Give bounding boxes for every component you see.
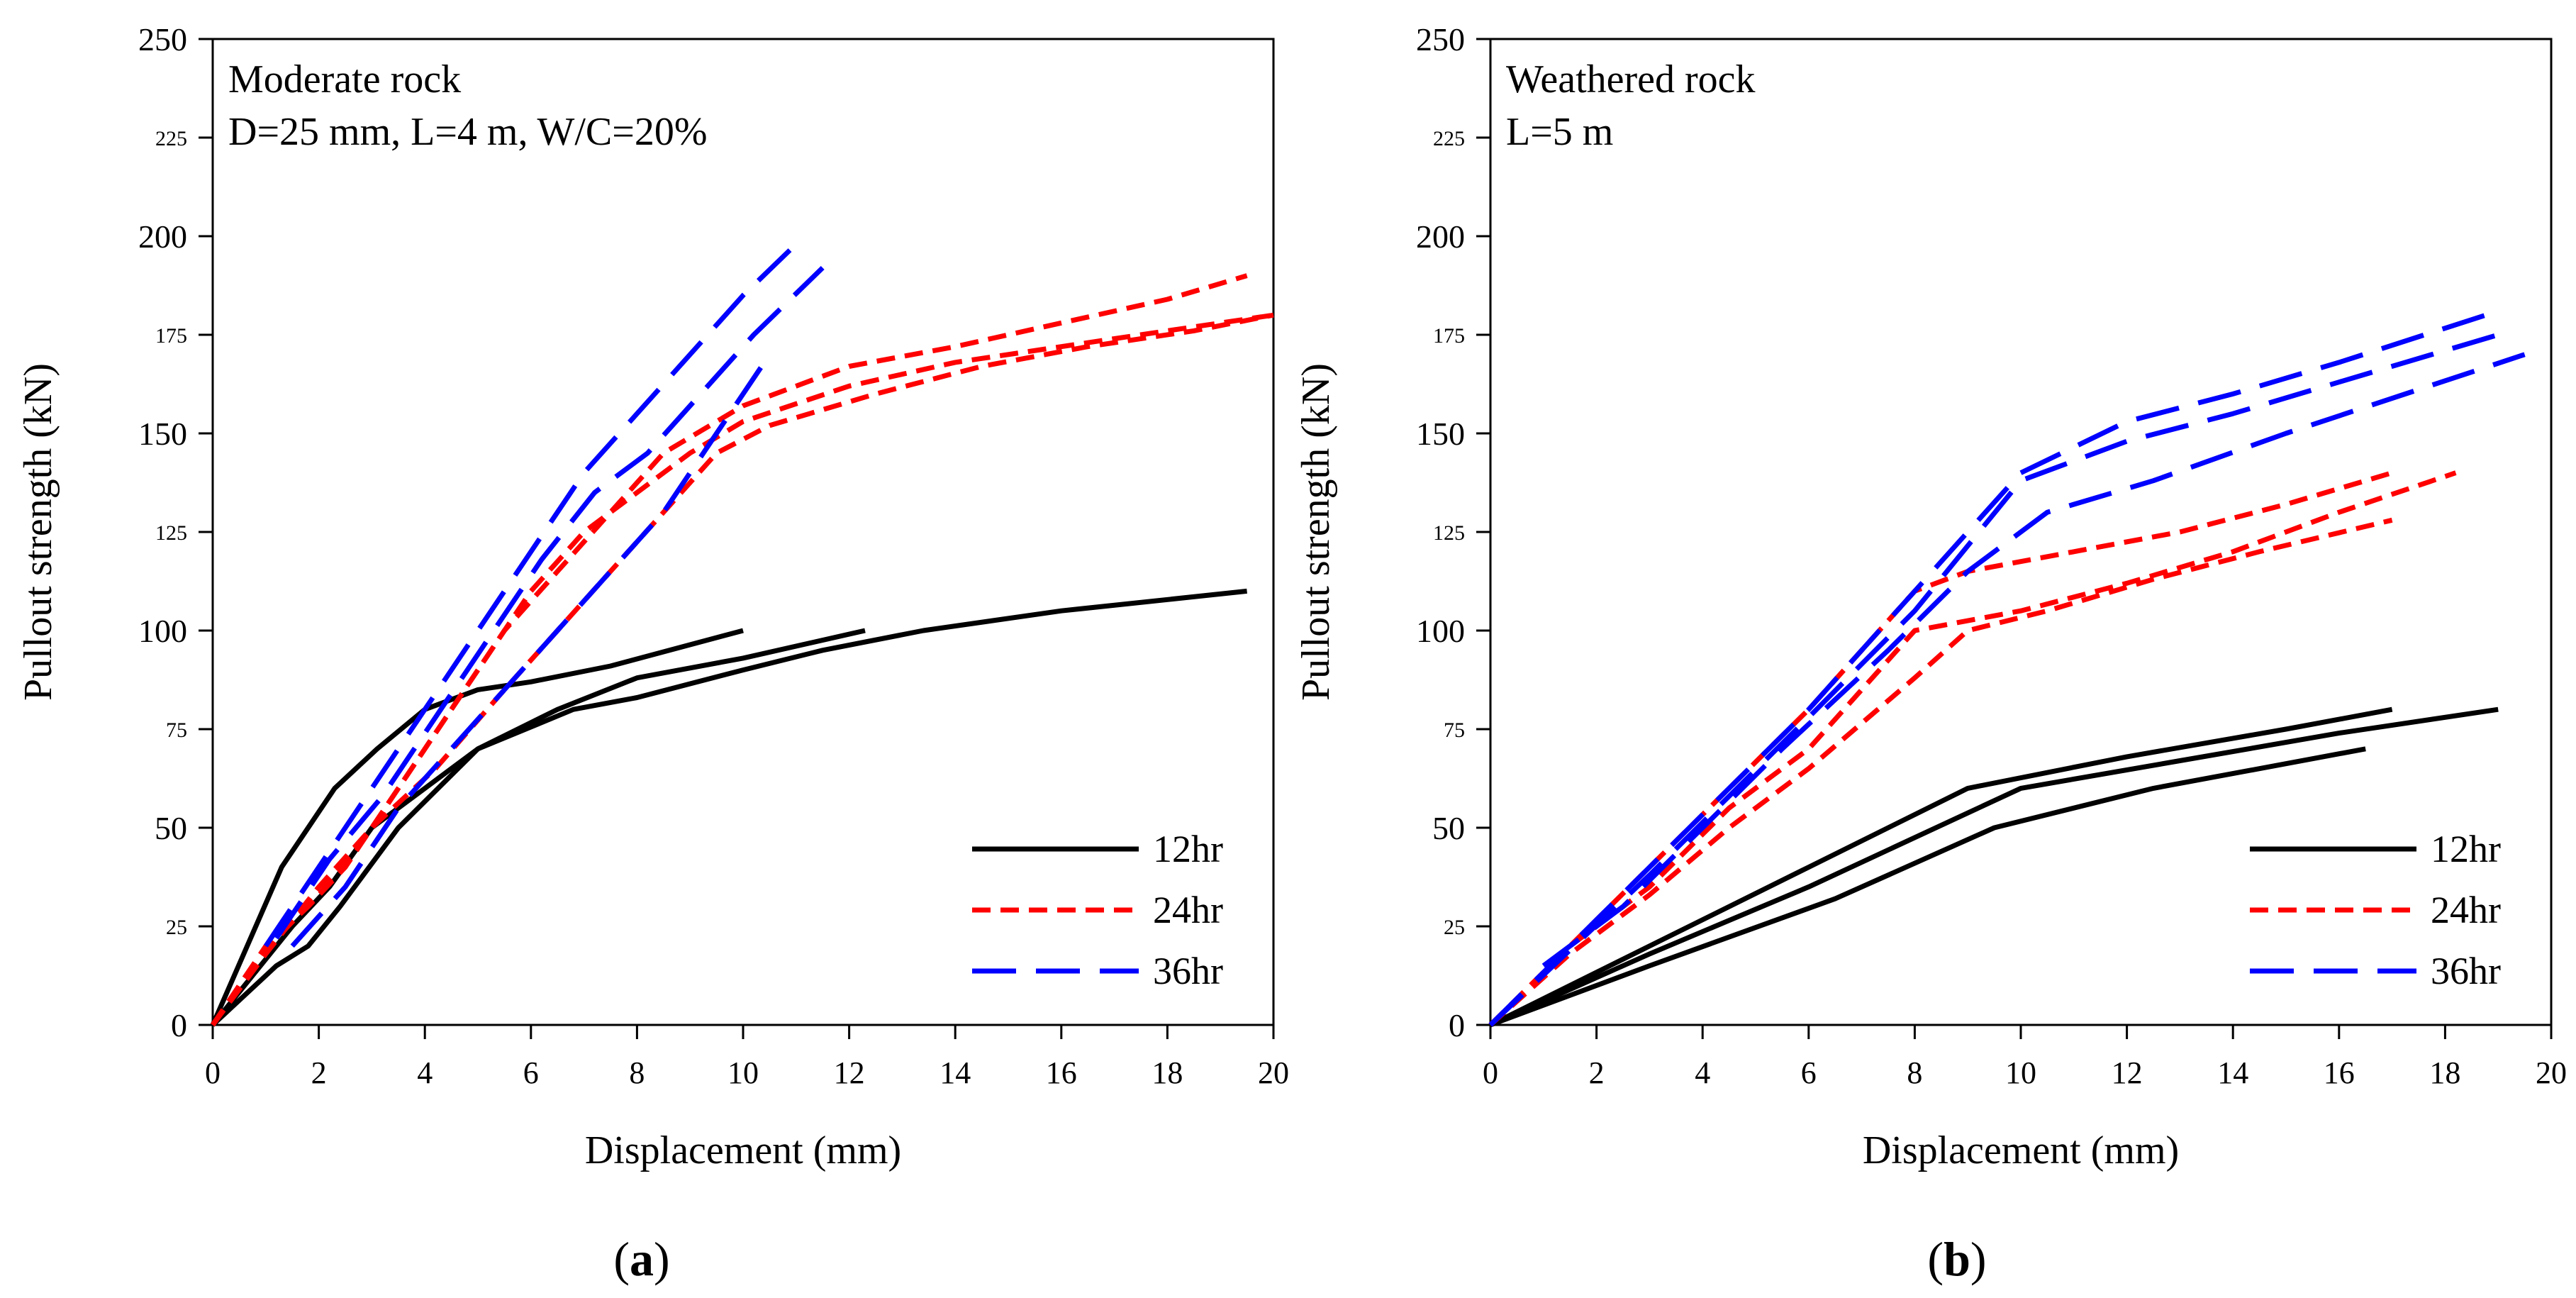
x-tick-label: 0	[1483, 1055, 1498, 1090]
y-tick-label: 0	[171, 1007, 187, 1043]
y-tick-label: 0	[1449, 1007, 1465, 1043]
y-tick-label: 125	[155, 521, 187, 545]
series-36hr-line	[1488, 309, 2499, 1027]
y-tick-label: 100	[138, 613, 187, 649]
panel-annotation: D=25 mm, L=4 m, W/C=20%	[228, 110, 707, 154]
y-tick-label: 75	[1444, 719, 1465, 742]
y-axis-title: Pullout strength (kN)	[1294, 363, 1338, 701]
x-tick-label: 16	[2324, 1055, 2355, 1090]
chart-panel-b: 0 2 4 6 8 10 12 14 16 18 2002550751001251501752002…	[1294, 21, 2567, 1286]
x-tick-label: 20	[1258, 1055, 1289, 1090]
y-tick-label: 50	[1432, 810, 1465, 846]
panel-annotation: Moderate rock	[228, 57, 461, 101]
x-tick-label: 2	[311, 1055, 327, 1090]
series-24hr-line	[211, 312, 1274, 1027]
y-tick-label: 225	[1433, 127, 1465, 150]
x-tick-label: 6	[523, 1055, 539, 1090]
x-tick-label: 14	[939, 1055, 971, 1090]
x-tick-label: 10	[727, 1055, 759, 1090]
series-36hr-line	[1541, 352, 2526, 968]
figure-label: (b)	[1927, 1232, 1986, 1286]
y-tick-label: 25	[166, 916, 187, 939]
x-tick-label: 4	[1695, 1055, 1710, 1090]
series-24hr-line	[211, 273, 1248, 1026]
y-tick-label: 175	[155, 324, 187, 348]
y-tick-label: 250	[138, 21, 187, 57]
x-tick-label: 16	[1046, 1055, 1077, 1090]
figure-label: (a)	[613, 1232, 669, 1286]
y-axis-title: Pullout strength (kN)	[16, 363, 60, 701]
plot-frame	[211, 38, 1275, 1026]
chart-panel-a: 0 2 4 6 8 10 12 14 16 18 2002550751001251501752002…	[16, 21, 1289, 1286]
y-tick-label: 50	[155, 810, 187, 846]
y-tick-label: 200	[1416, 218, 1465, 255]
x-tick-label: 10	[2005, 1055, 2036, 1090]
series-36hr-line	[290, 353, 772, 948]
y-tick-label: 225	[155, 127, 187, 150]
y-tick-label: 175	[1433, 324, 1465, 348]
x-tick-label: 20	[2536, 1055, 2567, 1090]
y-tick-label: 200	[138, 218, 187, 255]
series-36hr-line	[274, 265, 825, 940]
legend-label: 36hr	[1153, 950, 1223, 992]
x-axis-title: Displacement (mm)	[1863, 1128, 2179, 1172]
y-tick-label: 150	[138, 416, 187, 452]
x-tick-label: 18	[2429, 1055, 2460, 1090]
legend-label: 12hr	[1153, 828, 1223, 870]
y-tick-label: 75	[166, 719, 187, 742]
panel-annotation: L=5 m	[1506, 110, 1613, 154]
y-tick-label: 100	[1416, 613, 1465, 649]
y-tick-label: 125	[1433, 521, 1465, 545]
x-axis-title: Displacement (mm)	[585, 1128, 901, 1172]
series-12hr-line	[1489, 706, 2393, 1028]
legend-label: 24hr	[1153, 889, 1223, 931]
legend-label: 12hr	[2431, 828, 2501, 870]
x-tick-label: 8	[629, 1055, 645, 1090]
x-tick-label: 8	[1907, 1055, 1922, 1090]
series-12hr-line	[211, 588, 1247, 1027]
x-tick-label: 2	[1589, 1055, 1605, 1090]
legend-label: 36hr	[2431, 950, 2501, 992]
x-tick-label: 14	[2217, 1055, 2248, 1090]
series-36hr-line	[1488, 332, 2499, 1027]
series-24hr-line	[211, 312, 1274, 1027]
x-tick-label: 0	[205, 1055, 221, 1090]
x-tick-label: 6	[1801, 1055, 1817, 1090]
y-tick-label: 25	[1444, 916, 1465, 939]
series-24hr-line	[1488, 470, 2457, 1027]
series-36hr-line	[263, 242, 798, 948]
x-tick-label: 12	[834, 1055, 865, 1090]
series-12hr-line	[1489, 706, 2499, 1028]
legend-label: 24hr	[2431, 889, 2501, 931]
panel-annotation: Weathered rock	[1506, 57, 1756, 101]
series-12hr-line	[1489, 746, 2366, 1028]
series-12hr-line	[210, 628, 744, 1026]
x-tick-label: 12	[2112, 1055, 2143, 1090]
y-tick-label: 250	[1416, 21, 1465, 57]
x-tick-label: 18	[1152, 1055, 1183, 1090]
x-tick-label: 4	[417, 1055, 433, 1090]
series-24hr-line	[1488, 517, 2393, 1027]
y-tick-label: 150	[1416, 416, 1465, 452]
